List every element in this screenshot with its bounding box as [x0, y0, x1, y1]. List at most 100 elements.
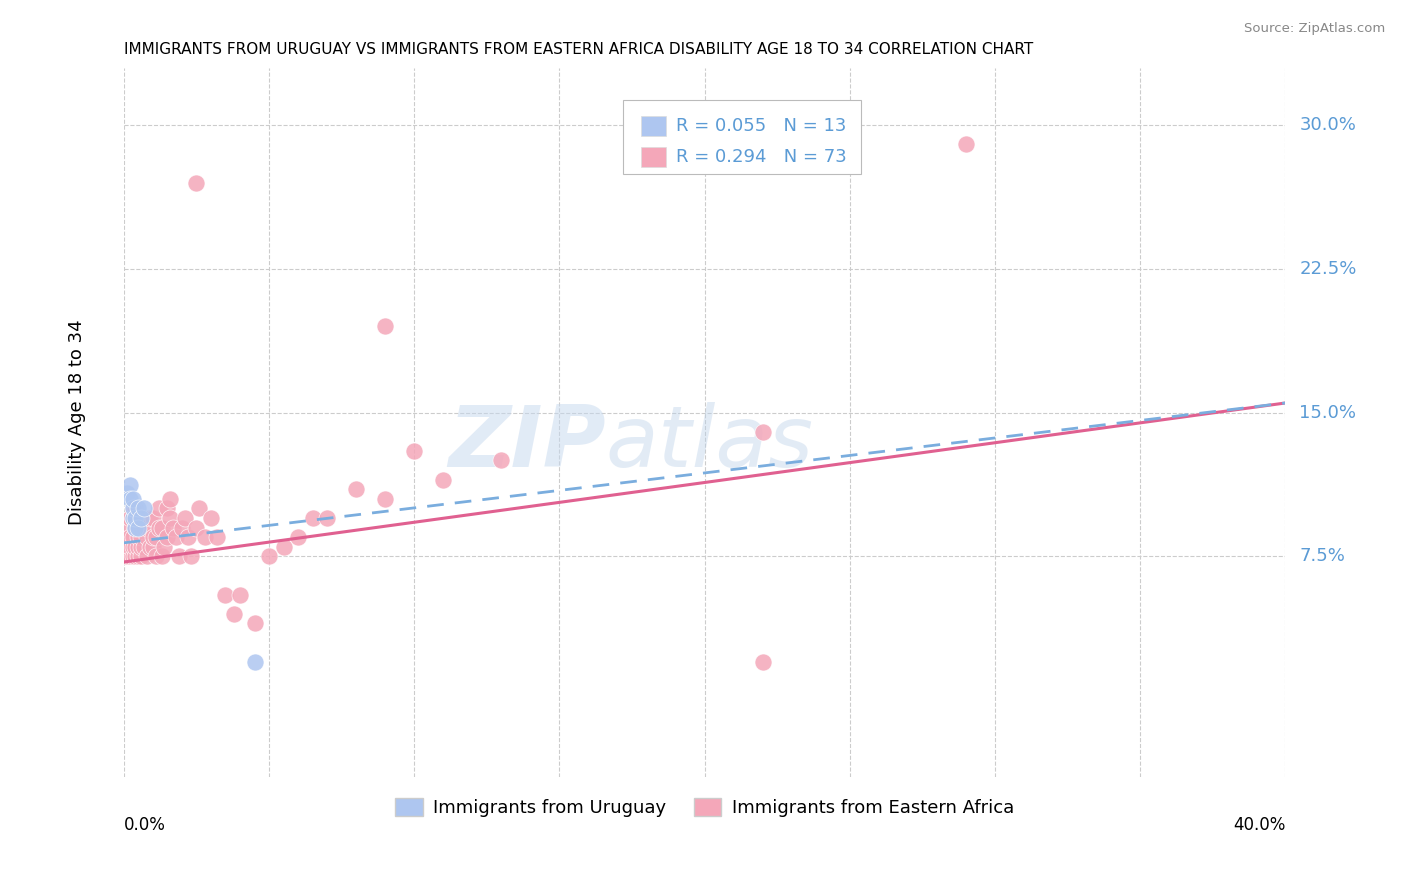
Text: R = 0.294   N = 73: R = 0.294 N = 73: [675, 148, 846, 166]
Point: [257, 549, 280, 564]
Point: [139, 540, 162, 554]
Point: [145, 549, 167, 564]
Point: [115, 520, 138, 534]
Point: [159, 491, 181, 506]
Point: [118, 491, 141, 506]
Point: [165, 530, 187, 544]
Point: [118, 530, 141, 544]
Point: [432, 473, 454, 487]
Point: [121, 549, 143, 564]
Point: [121, 501, 143, 516]
Text: 40.0%: 40.0%: [1233, 815, 1285, 834]
Point: [124, 520, 146, 534]
Point: [243, 655, 266, 669]
Point: [186, 520, 208, 534]
Point: [145, 530, 167, 544]
Text: Disability Age 18 to 34: Disability Age 18 to 34: [69, 319, 86, 525]
Point: [118, 540, 141, 554]
FancyBboxPatch shape: [623, 100, 862, 174]
Point: [188, 501, 211, 516]
Point: [124, 511, 146, 525]
Point: [129, 511, 152, 525]
Point: [214, 588, 236, 602]
Text: IMMIGRANTS FROM URUGUAY VS IMMIGRANTS FROM EASTERN AFRICA DISABILITY AGE 18 TO 3: IMMIGRANTS FROM URUGUAY VS IMMIGRANTS FR…: [124, 42, 1033, 57]
Point: [301, 511, 323, 525]
Text: 0.0%: 0.0%: [124, 815, 166, 834]
Point: [243, 616, 266, 631]
FancyBboxPatch shape: [641, 147, 666, 167]
Point: [118, 549, 141, 564]
Point: [115, 549, 138, 564]
Text: Source: ZipAtlas.com: Source: ZipAtlas.com: [1244, 22, 1385, 36]
Point: [127, 540, 149, 554]
Point: [121, 491, 143, 506]
Point: [127, 530, 149, 544]
Point: [129, 520, 152, 534]
Point: [170, 520, 193, 534]
Text: 15.0%: 15.0%: [1299, 403, 1357, 422]
Point: [136, 520, 159, 534]
Point: [162, 520, 184, 534]
Point: [159, 511, 181, 525]
Point: [124, 501, 146, 516]
Point: [148, 520, 170, 534]
Point: [121, 511, 143, 525]
Point: [121, 530, 143, 544]
Point: [136, 549, 159, 564]
Point: [136, 530, 159, 544]
Point: [150, 549, 173, 564]
Point: [150, 520, 173, 534]
Text: 7.5%: 7.5%: [1299, 548, 1346, 566]
Point: [142, 511, 165, 525]
Point: [127, 501, 149, 516]
Point: [129, 540, 152, 554]
Point: [287, 530, 309, 544]
Point: [173, 511, 195, 525]
Point: [751, 425, 773, 439]
Point: [134, 540, 156, 554]
FancyBboxPatch shape: [641, 116, 666, 136]
Point: [129, 530, 152, 544]
Point: [139, 511, 162, 525]
Point: [200, 511, 222, 525]
Point: [153, 540, 176, 554]
Point: [156, 501, 179, 516]
Point: [344, 482, 367, 496]
Point: [194, 530, 217, 544]
Point: [955, 137, 977, 152]
Point: [156, 530, 179, 544]
Point: [121, 501, 143, 516]
Point: [118, 478, 141, 492]
Point: [127, 511, 149, 525]
Point: [118, 511, 141, 525]
Text: R = 0.055   N = 13: R = 0.055 N = 13: [675, 117, 846, 135]
Point: [148, 501, 170, 516]
Point: [751, 655, 773, 669]
Point: [121, 540, 143, 554]
Point: [224, 607, 246, 621]
Point: [167, 549, 190, 564]
Point: [129, 549, 152, 564]
Point: [134, 520, 156, 534]
Point: [124, 520, 146, 534]
Point: [273, 540, 295, 554]
Text: ZIP: ZIP: [449, 402, 606, 485]
Point: [124, 540, 146, 554]
Point: [229, 588, 252, 602]
Point: [404, 443, 426, 458]
Point: [142, 540, 165, 554]
Point: [124, 549, 146, 564]
Point: [134, 501, 156, 516]
Point: [316, 511, 339, 525]
Point: [142, 530, 165, 544]
Point: [374, 491, 396, 506]
Point: [115, 540, 138, 554]
Point: [205, 530, 228, 544]
Point: [374, 319, 396, 334]
Point: [121, 511, 143, 525]
Point: [186, 176, 208, 190]
Text: 30.0%: 30.0%: [1299, 116, 1357, 134]
Point: [177, 530, 200, 544]
Legend: Immigrants from Uruguay, Immigrants from Eastern Africa: Immigrants from Uruguay, Immigrants from…: [388, 790, 1021, 824]
Point: [127, 549, 149, 564]
